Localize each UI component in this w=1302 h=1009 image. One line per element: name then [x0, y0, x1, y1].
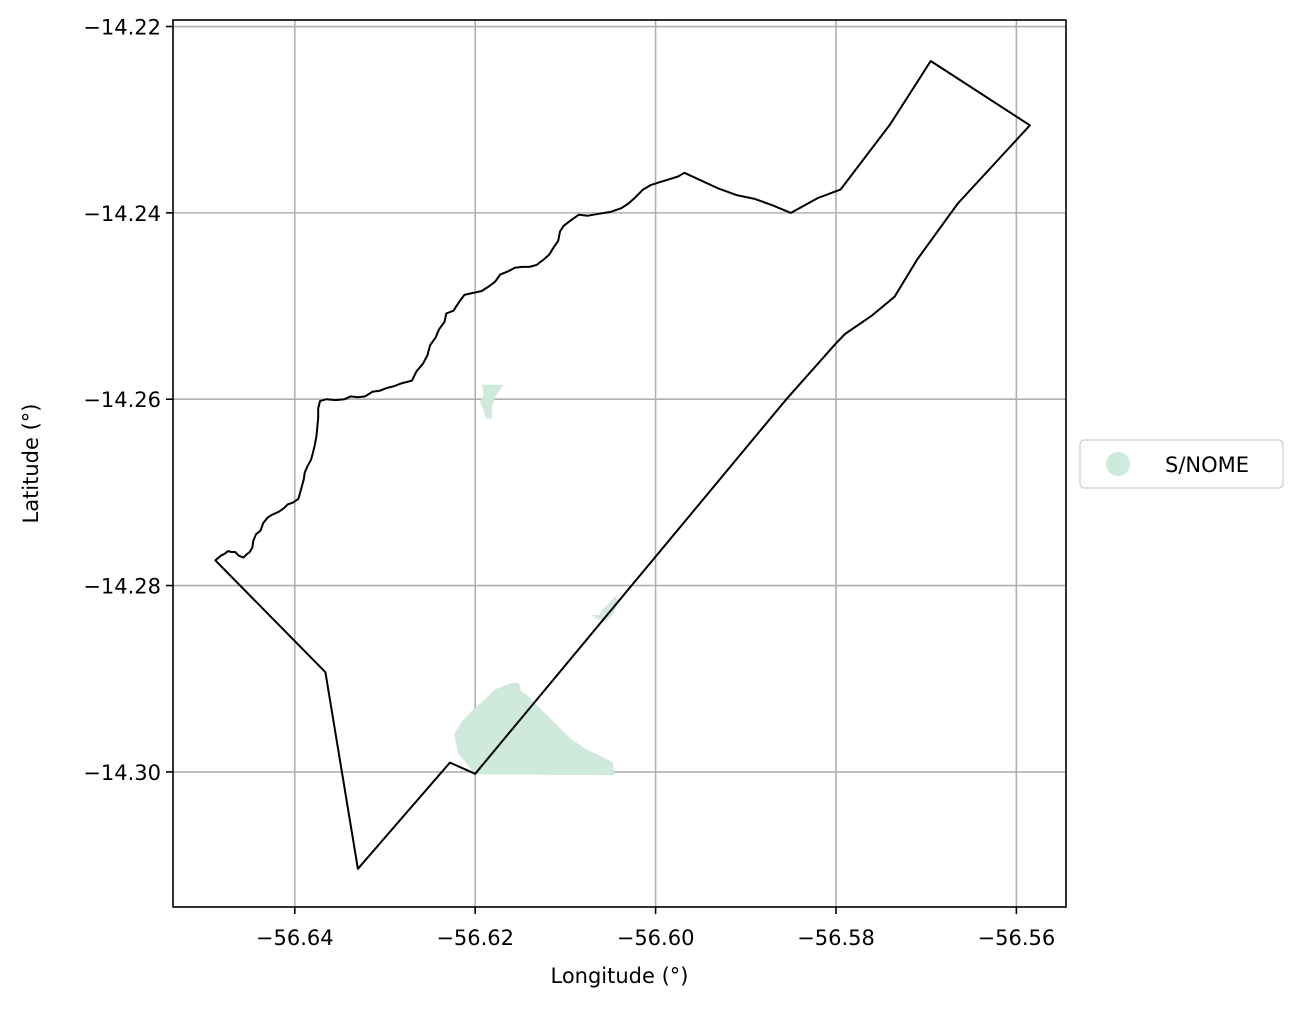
boundary-outline	[214, 60, 1031, 870]
region-polygon-0-0	[480, 384, 504, 419]
y-tick-label-0: −14.22	[83, 16, 161, 40]
legend-label: S/NOME	[1165, 453, 1249, 477]
x-tick-label-0: −56.64	[256, 926, 334, 950]
y-tick-label-2: −14.26	[83, 388, 161, 412]
x-axis-label: Longitude (°)	[550, 964, 688, 988]
region-layer	[453, 384, 619, 776]
y-axis-label: Latitude (°)	[19, 404, 43, 524]
grid-lines	[173, 20, 1066, 907]
x-tick-label-2: −56.60	[617, 926, 695, 950]
x-tick-label-4: −56.56	[978, 926, 1056, 950]
boundary-layer	[214, 60, 1031, 870]
x-tick-label-3: −56.58	[797, 926, 875, 950]
legend-box	[1079, 439, 1284, 489]
legend-marker	[1106, 452, 1130, 476]
x-axis-ticks: −56.64 −56.62 −56.60 −56.58 −56.56	[256, 907, 1055, 950]
axes-frame	[172, 19, 1067, 908]
legend: S/NOME	[1079, 439, 1284, 489]
y-tick-label-4: −14.30	[83, 761, 161, 785]
y-axis-ticks: −14.22 −14.24 −14.26 −14.28 −14.30	[83, 16, 173, 785]
region-polygon-0-2	[453, 682, 615, 776]
y-tick-label-3: −14.28	[83, 575, 161, 599]
y-tick-label-1: −14.24	[83, 202, 161, 226]
x-tick-label-1: −56.62	[436, 926, 514, 950]
